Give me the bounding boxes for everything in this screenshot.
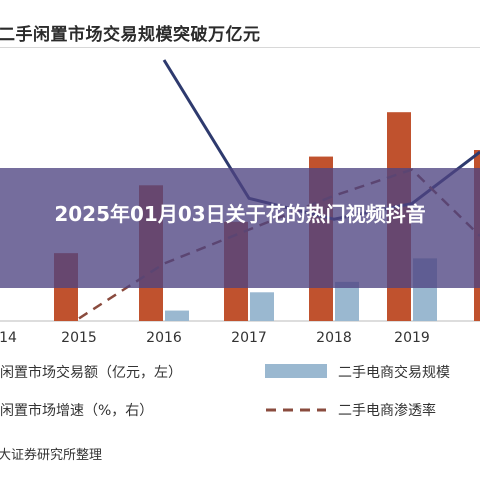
- legend-label-trade: 闲置市场交易额（亿元，左）: [0, 365, 182, 381]
- legend-swatch-penetration: [266, 408, 326, 412]
- x-tick-2019: 2019: [394, 330, 430, 346]
- bar-ecommerce-2018: [335, 281, 359, 321]
- caption-overlay: [0, 168, 480, 288]
- legend-swatch-ecommerce: [265, 364, 327, 378]
- legend-label-growth: 闲置市场增速（%，右）: [0, 403, 154, 419]
- x-tick-14: 14: [0, 330, 17, 346]
- chart-title: 二手闲置市场交易规模突破万亿元: [0, 25, 261, 45]
- title-divider: [0, 47, 480, 48]
- bar-ecommerce-2017: [250, 292, 274, 321]
- legend-label-penetration: 二手电商渗透率: [338, 403, 436, 419]
- source-note: 大证券研究所整理: [0, 448, 103, 463]
- x-tick-2018: 2018: [316, 330, 352, 346]
- bar-ecommerce-2016: [165, 310, 189, 321]
- x-tick-2016: 2016: [146, 330, 182, 346]
- x-tick-2017: 2017: [231, 330, 267, 346]
- tick-labels-group: 14 2015 2016 2017 2018 2019: [0, 330, 430, 346]
- legend-label-ecommerce: 二手电商交易规模: [338, 365, 450, 381]
- caption-overlay-text: 2025年01月03日关于花的热门视频抖音: [54, 202, 426, 226]
- x-tick-2015: 2015: [61, 330, 97, 346]
